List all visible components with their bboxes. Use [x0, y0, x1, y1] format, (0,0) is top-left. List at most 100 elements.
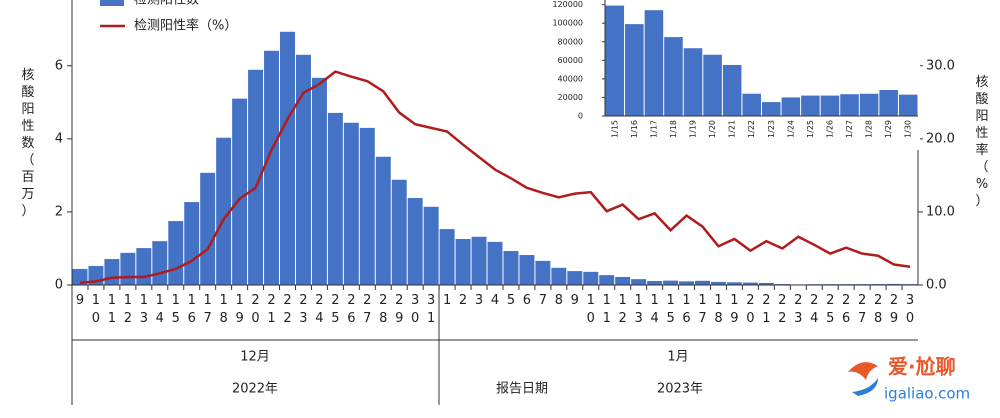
char: 2 [283, 293, 291, 308]
inset-y-tick-label: 120000 [552, 0, 583, 9]
char: 6 [842, 311, 850, 326]
bar [184, 202, 200, 285]
inset-bar [898, 94, 918, 116]
char: 1 [204, 293, 212, 308]
char: 2 [283, 311, 291, 326]
char: 2 [746, 293, 754, 308]
char: 1 [762, 311, 770, 326]
char: 1 [172, 293, 180, 308]
char: 1 [714, 293, 722, 308]
char: 2 [778, 311, 786, 326]
bar [200, 172, 216, 285]
bar [615, 276, 631, 285]
char: 1 [587, 293, 595, 308]
y-tick-label: 0 [55, 278, 63, 293]
char: 7 [698, 311, 706, 326]
char: 率 [975, 142, 988, 158]
bar [519, 255, 535, 285]
char: 5 [172, 311, 180, 326]
char: 3 [427, 293, 435, 308]
inset-y-tick-label: 0 [578, 112, 583, 121]
bar [248, 69, 264, 286]
bar [327, 112, 343, 286]
inset-x-tick-label: 1/19 [689, 120, 698, 138]
char: 2 [874, 293, 882, 308]
char: 阳 [975, 109, 988, 124]
y2-tick-label: 0.0 [926, 278, 947, 293]
char: 8 [555, 293, 563, 308]
char: 2 [890, 293, 898, 308]
char: 1 [603, 293, 611, 308]
char: 3 [635, 311, 643, 326]
char: 2 [842, 293, 850, 308]
char: 0 [746, 311, 754, 326]
bar [742, 282, 758, 285]
bar [551, 267, 567, 285]
watermark-url: igaliao.com [884, 385, 970, 403]
bar [710, 281, 726, 285]
char: 5 [331, 311, 339, 326]
line [79, 70, 911, 285]
char: 0 [251, 311, 259, 326]
char: 2 [251, 293, 259, 308]
char: 0 [587, 311, 595, 326]
inset-bar [664, 37, 683, 117]
char: 4 [156, 311, 164, 326]
inset-bar [644, 10, 664, 116]
char: （ [975, 160, 988, 175]
x-tick-label: 3 [475, 293, 483, 308]
char: 酸 [21, 85, 34, 100]
bar [726, 282, 742, 285]
bar [503, 251, 519, 285]
char: 3 [475, 293, 483, 308]
inset-x-tick-label: 1/17 [649, 120, 658, 138]
char: 1 [443, 293, 451, 308]
inset-bar [742, 93, 761, 116]
char: 1 [140, 293, 148, 308]
inset-bar [840, 94, 859, 116]
bar [423, 206, 439, 285]
x-tick-label: 5 [507, 293, 515, 308]
inset-x-tick-label: 1/24 [786, 120, 795, 138]
char: 8 [874, 311, 882, 326]
x-tick-label: 4 [491, 293, 499, 308]
y2-tick-label: 20.0 [926, 131, 955, 146]
month-label: 12月 [240, 350, 270, 365]
bar [359, 127, 375, 285]
inset-y-tick-label: 20000 [558, 93, 583, 102]
legend-swatch [100, 0, 124, 6]
x-tick-label: 6 [523, 293, 531, 308]
char: 9 [890, 311, 898, 326]
inset-x-tick-label: 1/25 [806, 120, 815, 138]
char: 1 [635, 293, 643, 308]
y2-tick-label: 10.0 [926, 204, 955, 219]
inset-x-tick-label: 1/23 [767, 120, 776, 138]
char: 6 [682, 311, 690, 326]
bar [216, 137, 232, 285]
char: 4 [315, 311, 323, 326]
bar [232, 98, 248, 286]
year-label: 2023年 [657, 382, 703, 397]
char: 9 [571, 293, 579, 308]
inset-x-tick-label: 1/20 [708, 120, 717, 138]
bar [407, 198, 423, 285]
